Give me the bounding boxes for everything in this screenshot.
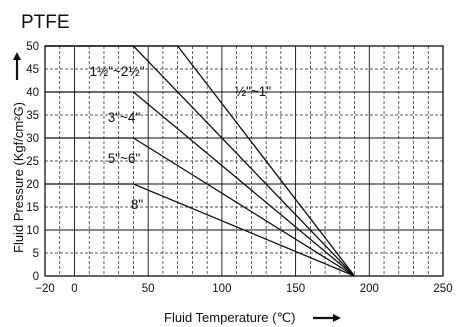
plot-frame	[44, 45, 444, 277]
y-tick-label: 35	[26, 110, 39, 122]
x-tick-label: −20	[35, 283, 55, 295]
y-tick-label: 30	[26, 133, 39, 145]
series-line	[45, 91, 355, 277]
y-tick-label: 45	[26, 64, 39, 76]
y-tick-label: 10	[26, 225, 39, 237]
x-tick-label: 150	[286, 283, 305, 295]
series-label: 1½"~2½"	[89, 64, 144, 79]
x-tick-label: 50	[142, 283, 155, 295]
x-tick-label: 0	[71, 283, 77, 295]
y-tick-label: 50	[26, 41, 39, 53]
series-label: ½"~1"	[235, 84, 271, 99]
series-label: 5"~6"	[108, 151, 141, 166]
series-line	[45, 137, 355, 277]
series-labels: ½"~1" 1½"~2½" 3"~4" 5"~6" 8"	[89, 64, 271, 212]
y-tick-label: 5	[33, 248, 39, 260]
x-axis-label: Fluid Temperature (℃)	[164, 310, 295, 325]
y-tick-label: 0	[33, 271, 39, 283]
x-tick-label: 100	[212, 283, 231, 295]
chart-title: PTFE	[21, 12, 70, 33]
x-tick-label: 200	[360, 283, 379, 295]
y-axis-label: Fluid Pressure (Kgf/cm²G)	[11, 102, 26, 253]
series-label: 3"~4"	[108, 110, 141, 125]
series-line	[45, 183, 355, 277]
y-tick-label: 15	[26, 202, 39, 214]
y-tick-label: 25	[26, 156, 39, 168]
x-tick-label: 250	[433, 283, 452, 295]
series-label: 8"	[131, 197, 144, 212]
y-tick-label: 20	[26, 179, 39, 191]
y-tick-label: 40	[26, 87, 39, 99]
